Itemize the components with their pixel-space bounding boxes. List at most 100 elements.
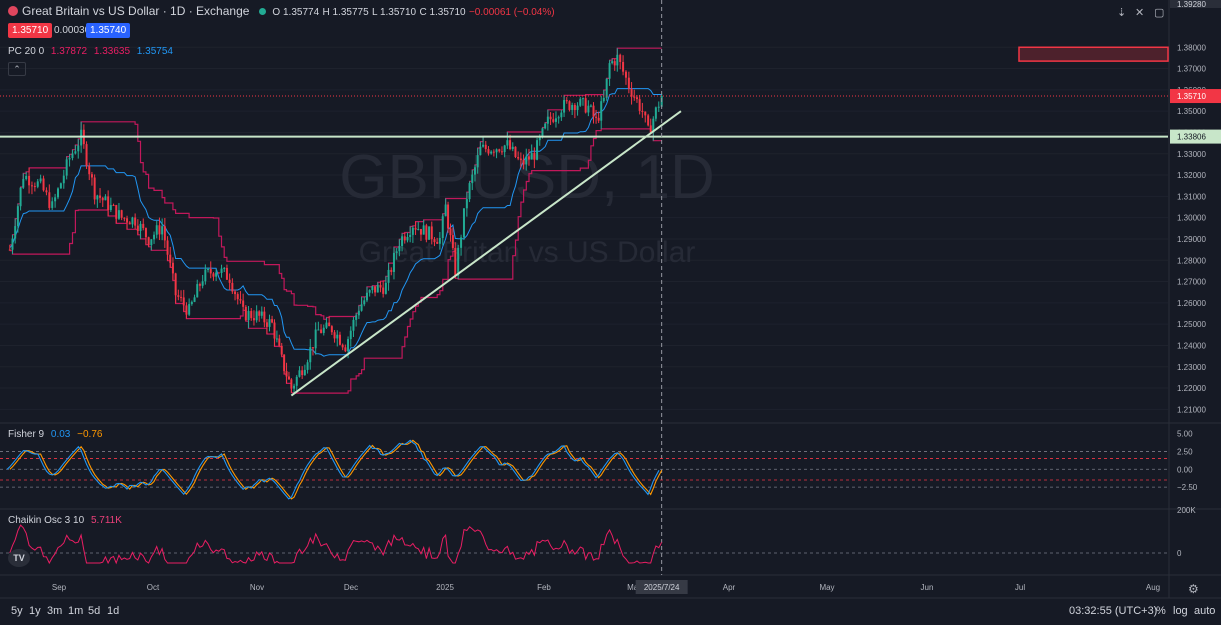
candle-body [128, 222, 131, 225]
candle-body [242, 300, 245, 307]
candle-body [104, 196, 107, 201]
gbp-flag-icon [8, 6, 18, 16]
candle-body [387, 269, 390, 283]
range-5y[interactable]: 5y [11, 605, 23, 617]
tradingview-logo-icon[interactable]: TV [8, 549, 30, 567]
candle-body [500, 151, 503, 153]
watermark-title: GBPUSD, 1D [339, 143, 715, 212]
range-3m[interactable]: 3m [47, 605, 63, 617]
fisher-tick-label: −2.50 [1177, 483, 1198, 492]
fullscreen-icon[interactable]: ▢ [1154, 7, 1165, 19]
candle-body [560, 112, 563, 118]
candle-body [363, 300, 366, 305]
range-1y[interactable]: 1y [29, 605, 41, 617]
log-toggle[interactable]: log [1173, 605, 1188, 617]
buy-button[interactable]: 1.35740 [86, 23, 131, 38]
candle-body [142, 223, 145, 229]
time-tick-label: Aug [1146, 583, 1160, 592]
candle-body [554, 118, 557, 122]
collapse-icon[interactable]: ⌃ [8, 62, 26, 76]
candle-body [285, 371, 288, 377]
candle-body [482, 144, 485, 147]
range-1d[interactable]: 1d [107, 605, 120, 617]
fisher-label: Fisher 9 [8, 429, 45, 440]
candle-body [314, 329, 317, 349]
candle-body [263, 311, 266, 323]
candle-body [287, 376, 290, 380]
candle-body [301, 370, 304, 376]
candle-body [207, 268, 210, 270]
candle-body [441, 216, 444, 239]
crosshair-date-box [635, 580, 688, 594]
time-tick-label: 2025 [436, 583, 454, 592]
candle-body [212, 273, 215, 277]
candle-body [328, 322, 331, 327]
candle-body [117, 210, 120, 219]
range-5d[interactable]: 5d [88, 605, 101, 617]
candle-body [96, 195, 99, 200]
candle-body [430, 226, 433, 240]
fisher-value-1: 0.03 [50, 429, 71, 440]
candle-body [605, 78, 608, 98]
candle-body [360, 304, 363, 311]
candle-body [333, 332, 336, 339]
percent-toggle[interactable]: % [1156, 605, 1166, 617]
candle-body [449, 228, 452, 236]
chaikin-value: 5.711K [90, 515, 122, 526]
candle-body [201, 281, 204, 286]
candle-body [283, 354, 286, 372]
range-1m[interactable]: 1m [68, 605, 84, 617]
candle-body [479, 146, 482, 156]
candle-body [317, 329, 320, 331]
candle-body [234, 291, 237, 295]
price-tick-label: 1.38000 [1177, 43, 1206, 52]
settings-gear-icon[interactable]: ⚙ [1188, 582, 1199, 596]
clock[interactable]: 03:32:55 (UTC+3) [1069, 605, 1158, 617]
candle-body [536, 140, 539, 160]
candle-body [584, 98, 587, 113]
time-tick-label: Mar [627, 583, 641, 592]
candle-body [395, 251, 398, 253]
candle-body [77, 145, 80, 152]
auto-toggle[interactable]: auto [1194, 605, 1216, 617]
candle-body [217, 272, 220, 274]
candle-body [273, 322, 276, 339]
candle-body [330, 326, 333, 333]
symbol-title[interactable]: Great Britain vs US Dollar · 1D · Exchan… [22, 4, 250, 18]
pc-lower-value: 1.33635 [93, 46, 131, 57]
sell-button[interactable]: 1.35710 [8, 23, 53, 38]
candle-body [239, 299, 242, 301]
candle-body [134, 217, 137, 226]
chaikin-legend[interactable]: Chaikin Osc 3 10 5.711K [8, 515, 122, 526]
price-tick-label: 1.33000 [1177, 150, 1206, 159]
time-tick-label: Sep [52, 583, 67, 592]
time-tick-label: Feb [537, 583, 551, 592]
price-tick-label: 1.32000 [1177, 171, 1206, 180]
candle-body [54, 197, 57, 202]
ohlc-low: L 1.35710 [371, 7, 417, 18]
candle-body [59, 183, 62, 189]
scroll-down-icon[interactable]: ⇣ [1117, 7, 1127, 19]
market-status-icon [259, 8, 267, 15]
price-tick-label: 1.30000 [1177, 214, 1206, 223]
candle-body [390, 269, 393, 272]
candle-body [169, 254, 172, 263]
fisher-tick-label: 5.00 [1177, 430, 1193, 439]
candle-body [258, 311, 261, 316]
price-tick-label: 1.37000 [1177, 65, 1206, 74]
chaikin-tick-label: 200K [1177, 506, 1196, 515]
candle-body [244, 306, 247, 321]
fisher-legend[interactable]: Fisher 9 0.03 −0.76 [8, 429, 102, 440]
candle-body [247, 311, 250, 321]
candle-body [265, 322, 268, 327]
candle-body [471, 174, 474, 184]
candle-body [177, 295, 180, 297]
candle-body [158, 225, 161, 235]
candle-body [597, 117, 600, 121]
shrink-icon[interactable]: ✕ [1135, 7, 1145, 19]
candle-body [525, 156, 528, 165]
candle-body [223, 267, 226, 269]
candle-body [627, 77, 630, 89]
price-channel-legend[interactable]: PC 20 0 1.37872 1.33635 1.35754 [8, 46, 173, 57]
